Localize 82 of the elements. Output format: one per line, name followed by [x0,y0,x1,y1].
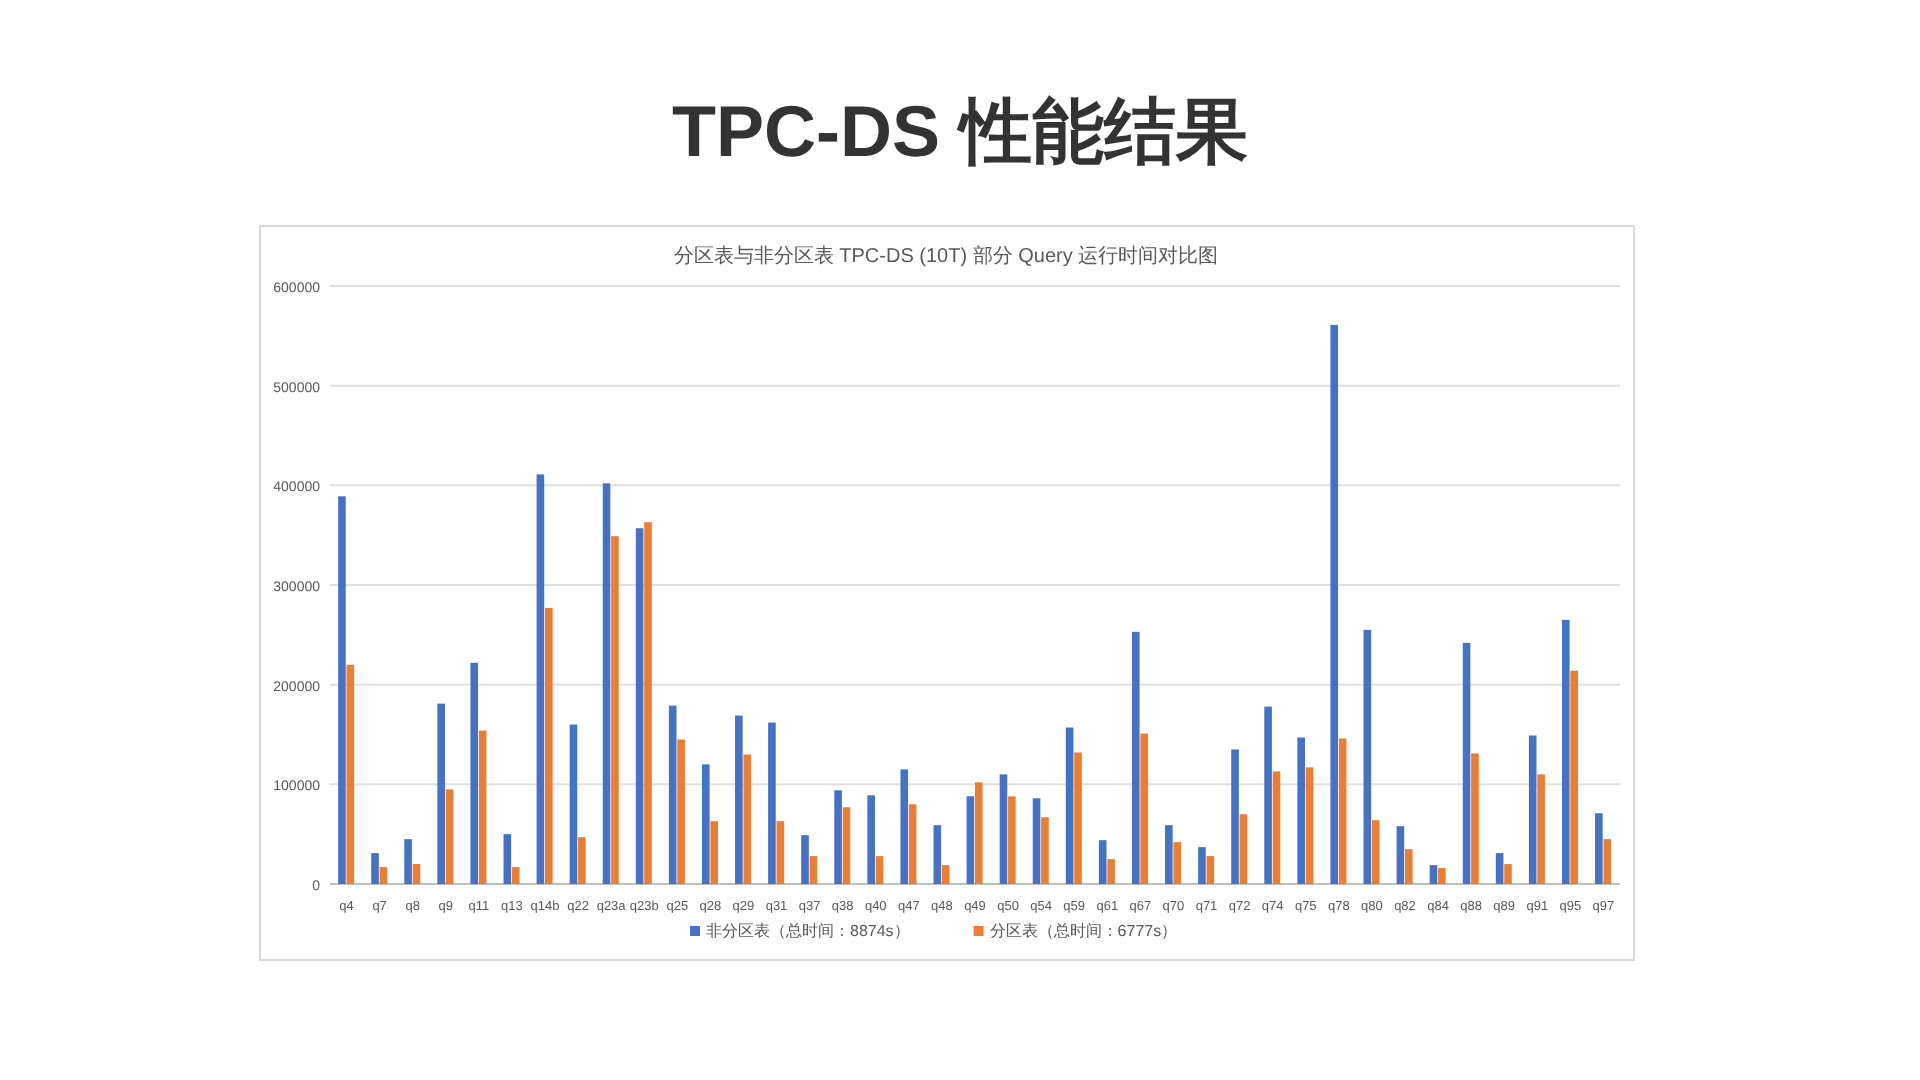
bar [975,782,983,884]
bar [644,522,652,884]
legend-label: 非分区表（总时间：8874s） [706,922,910,940]
bar [1396,826,1405,884]
bar [809,856,818,884]
bar [1338,738,1347,884]
bar [867,795,875,884]
bar [1008,796,1016,884]
bar [776,821,785,884]
bar [478,730,487,884]
bar [966,796,975,884]
bar [735,715,743,884]
bar [842,807,851,884]
bar [1504,864,1512,884]
bar [1032,798,1041,884]
bar [1528,735,1537,884]
bar [1330,324,1339,884]
bar [1065,727,1074,884]
bar [404,839,412,884]
bar [536,474,545,884]
bar [677,739,685,884]
chart-title: TPC-DS 性能结果 [672,90,1248,172]
bar [743,754,752,884]
bar [1173,842,1182,884]
bar [1371,820,1380,884]
bar [1165,825,1173,884]
bar [941,865,950,884]
bar [1041,817,1049,884]
bar [1595,813,1603,884]
bar [602,483,611,884]
bar [1297,737,1305,884]
bar [1272,771,1281,884]
bar [346,664,355,884]
bar [1537,774,1545,884]
bar [1438,868,1446,884]
bar [338,496,346,884]
bar [1405,849,1413,884]
bar [710,821,718,884]
bar [999,774,1008,884]
bar [611,536,619,884]
bar [578,837,586,884]
bar [1264,706,1272,884]
bar [545,607,553,884]
bar [1305,767,1314,884]
bar [437,703,445,884]
bar [900,769,909,884]
bar [768,722,776,884]
bar [445,789,454,884]
bar [1570,670,1578,884]
bar [1198,847,1206,884]
bar [701,764,710,884]
bar [1363,629,1372,884]
bar [503,834,512,884]
bar [1495,853,1504,884]
bar [1231,749,1239,884]
bar [1561,619,1570,884]
bar [1206,856,1215,884]
bar [1462,642,1471,884]
bar [379,867,388,884]
bar [1098,840,1107,884]
bar [635,528,644,884]
bar [1471,753,1479,884]
bar [470,662,479,884]
bar [371,853,379,884]
chart-subtitle: 分区表与非分区表 TPC-DS (10T) 部分 Query 运行时间对比图 [673,244,1219,268]
legend-label: 分区表（总时间：6777s） [989,922,1178,940]
bar [1140,733,1148,884]
bar [412,864,421,884]
bar [569,724,578,884]
bar [1239,814,1248,884]
bar [1074,752,1082,884]
bar [908,804,917,884]
bar [1429,865,1438,884]
bar [511,867,520,884]
bar [1603,839,1612,884]
bar [834,790,842,884]
bar [1131,631,1140,884]
bar [668,705,677,884]
bar [1107,859,1115,884]
bar [801,835,809,884]
bar [875,856,884,884]
bar [933,825,942,884]
